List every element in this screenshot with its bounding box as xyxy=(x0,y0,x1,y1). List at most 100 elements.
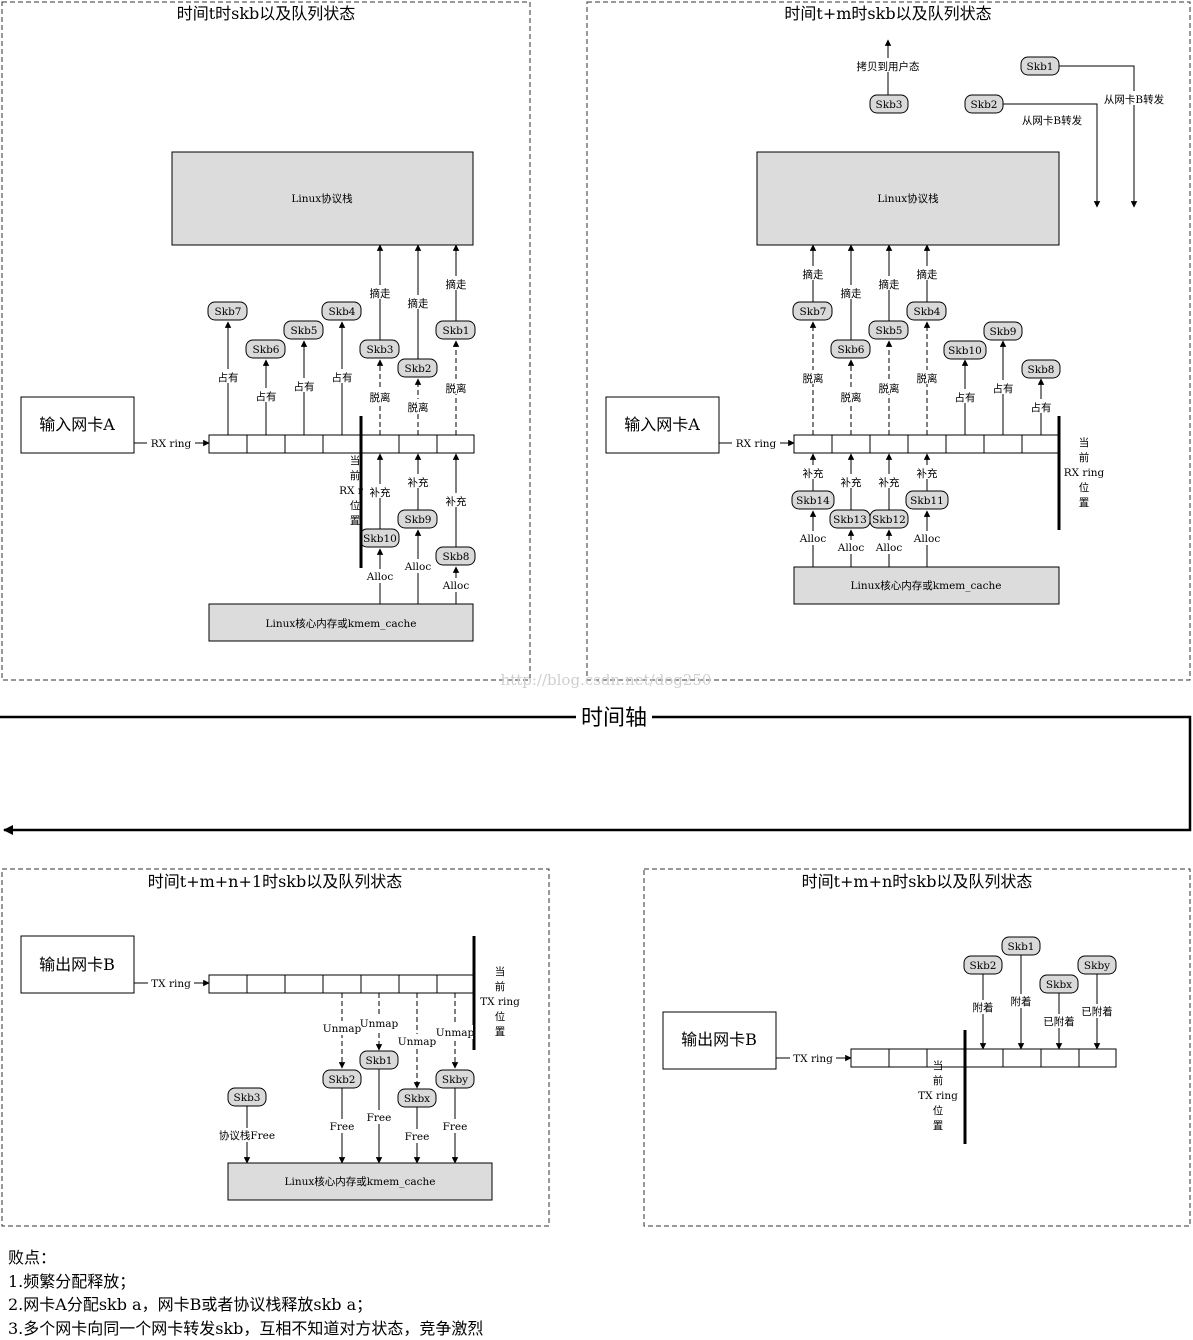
current-text: 置 xyxy=(1079,497,1090,509)
linux-stack-label: Linux协议栈 xyxy=(291,192,353,205)
occupy-label: 占有 xyxy=(332,371,353,384)
tx-ring-label: TX ring xyxy=(151,978,191,990)
current-text: 前 xyxy=(1079,451,1090,464)
free-label: Free xyxy=(405,1131,430,1143)
skb-label: Skb9 xyxy=(990,326,1017,338)
ring-slot xyxy=(1041,1049,1079,1067)
panel-title: 时间t时skb以及队列状态 xyxy=(177,4,356,23)
skb-label: Skb8 xyxy=(443,551,470,563)
detach-label: 脱离 xyxy=(803,372,824,385)
unmap-label: Unmap xyxy=(360,1018,399,1030)
take-label: 摘走 xyxy=(879,278,900,291)
current-text: 当 xyxy=(350,454,361,467)
current-text: 前 xyxy=(495,980,506,993)
unmap-label: Unmap xyxy=(398,1036,437,1048)
ring-slot xyxy=(1079,1049,1116,1067)
tx-ring xyxy=(209,975,474,993)
current-text: 当 xyxy=(933,1059,944,1072)
fill-label: 补充 xyxy=(408,476,429,489)
ring-slot xyxy=(832,435,870,453)
ring-slot xyxy=(794,435,832,453)
copy-user-label: 拷贝到用户态 xyxy=(857,60,920,73)
skb-label: Skby xyxy=(1084,960,1110,972)
time-axis-label: 时间轴 xyxy=(581,706,647,731)
current-text: 位 xyxy=(350,499,361,512)
output-nic-label: 输出网卡B xyxy=(681,1030,757,1049)
ring-slot xyxy=(285,435,323,453)
ring-slot xyxy=(209,435,247,453)
current-position-label: 当 前 RX ring 位 置 xyxy=(1064,436,1105,509)
current-text: TX ring xyxy=(480,996,520,1008)
ring-slot xyxy=(908,435,946,453)
detach-label: 脱离 xyxy=(917,372,938,385)
skb-label: Skb3 xyxy=(234,1092,261,1104)
skb-label: Skb3 xyxy=(367,344,394,356)
skb-label: Skb2 xyxy=(971,99,998,111)
current-text: 位 xyxy=(933,1104,944,1117)
skb-label: Skb1 xyxy=(1008,941,1035,953)
note-item: 1.频繁分配释放； xyxy=(8,1270,483,1294)
fill-label: 补充 xyxy=(917,467,938,480)
current-text: 位 xyxy=(495,1010,506,1023)
skb-label: Skb2 xyxy=(405,363,432,375)
note-item: 3.多个网卡向同一个网卡转发skb，互相不知道对方状态，竞争激烈 xyxy=(8,1317,483,1340)
current-text: 前 xyxy=(933,1074,944,1087)
skb-label: Skb13 xyxy=(833,514,867,526)
ring-slot xyxy=(209,975,247,993)
panel-time-t: 时间t时skb以及队列状态 Linux协议栈 输入网卡A RX ring 占有 … xyxy=(2,2,530,680)
skb-label: Skb14 xyxy=(796,495,830,507)
take-label: 摘走 xyxy=(408,297,429,310)
input-nic-label: 输入网卡A xyxy=(39,415,115,434)
panel-time-t-plus-m-plus-n-plus-1: 时间t+m+n+1时skb以及队列状态 输出网卡B TX ring 当 前 TX… xyxy=(2,869,549,1226)
tx-ring-label: TX ring xyxy=(793,1053,833,1065)
note-item: 2.网卡A分配skb a，网卡B或者协议栈释放skb a； xyxy=(8,1293,483,1317)
current-text: 置 xyxy=(350,515,361,527)
ring-slot xyxy=(1022,435,1059,453)
occupy-label: 占有 xyxy=(993,382,1014,395)
current-text: TX ring xyxy=(918,1090,958,1102)
skb-label: Skb4 xyxy=(329,306,356,318)
skb-label: Skbx xyxy=(404,1093,430,1105)
ring-slot xyxy=(946,435,984,453)
current-text: 当 xyxy=(495,965,506,978)
take-label: 摘走 xyxy=(917,268,938,281)
alloc-label: Alloc xyxy=(837,542,865,554)
rx-ring xyxy=(794,435,1059,453)
panel-time-t-plus-m: 时间t+m时skb以及队列状态 拷贝到用户态 Skb3 Skb1 Skb2 从网… xyxy=(587,2,1190,680)
skb-label: Skb7 xyxy=(800,306,827,318)
alloc-label: Alloc xyxy=(799,533,827,545)
skb-label: Skb10 xyxy=(948,345,982,357)
current-text: 置 xyxy=(933,1120,944,1132)
kernel-mem-label: Linux核心内存或kmem_cache xyxy=(284,1175,435,1188)
skb-label: Skb12 xyxy=(872,514,906,526)
skb-label: Skb5 xyxy=(876,325,903,337)
current-position-label: 当 前 RX r 位 置 xyxy=(339,454,364,527)
occupy-label: 占有 xyxy=(256,390,277,403)
input-nic-label: 输入网卡A xyxy=(624,415,700,434)
rx-ring-label: RX ring xyxy=(736,438,777,450)
detach-label: 脱离 xyxy=(446,382,467,395)
ring-slot xyxy=(437,975,474,993)
current-position-label: 当 前 TX ring 位 置 xyxy=(914,1059,960,1133)
skb-label: Skb2 xyxy=(329,1074,356,1086)
skb-label: Skb6 xyxy=(253,344,280,356)
time-axis: 时间轴 xyxy=(0,704,1190,830)
occupy-label: 占有 xyxy=(218,371,239,384)
ring-slot xyxy=(247,975,285,993)
ring-slot xyxy=(889,1049,927,1067)
occupy-label: 占有 xyxy=(294,380,315,393)
ring-slot xyxy=(984,435,1022,453)
rx-ring xyxy=(209,435,474,453)
ring-slot xyxy=(870,435,908,453)
panel-time-t-plus-m-plus-n: 时间t+m+n时skb以及队列状态 输出网卡B TX ring 当 前 TX r… xyxy=(644,869,1190,1226)
unmap-label: Unmap xyxy=(323,1023,362,1035)
take-label: 摘走 xyxy=(446,278,467,291)
skb-label: Skb10 xyxy=(363,533,397,545)
attached-label: 已附着 xyxy=(1081,1005,1113,1018)
failure-notes: 败点： 1.频繁分配释放； 2.网卡A分配skb a，网卡B或者协议栈释放skb… xyxy=(8,1246,483,1340)
occupy-label: 占有 xyxy=(955,391,976,404)
current-position-label: 当 前 TX ring 位 置 xyxy=(480,965,520,1038)
attach-label: 附着 xyxy=(973,1001,994,1014)
skb-label: Skb4 xyxy=(914,306,941,318)
